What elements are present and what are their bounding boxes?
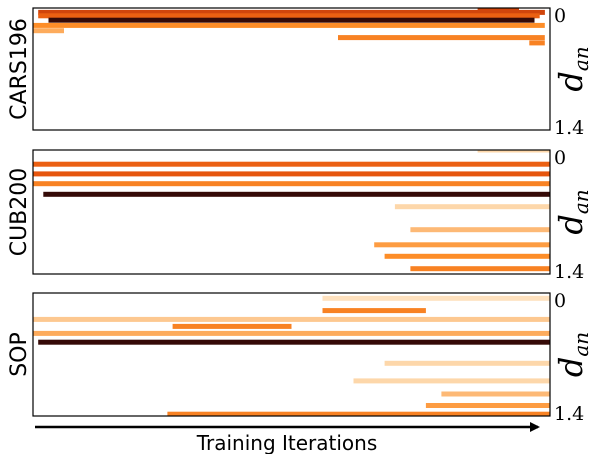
heatmap-band — [33, 171, 550, 177]
heatmap-band — [43, 191, 550, 197]
heatmap-bands — [33, 8, 545, 46]
heatmap-band — [394, 204, 550, 210]
panel-label: CUB200 — [7, 168, 32, 257]
heatmap-band — [338, 35, 545, 41]
panel-cars196: CARS196 0 1.4 dan — [7, 5, 592, 139]
panel-cub200: CUB200 0 1.4 dan — [7, 147, 592, 283]
heatmap-band — [477, 8, 519, 11]
y-tick-label: 1.4 — [554, 403, 584, 425]
y-axis-subscript: an — [569, 46, 592, 71]
x-axis-label: Training Iterations — [196, 431, 378, 454]
y-axis-variable: d — [552, 214, 590, 234]
y-tick-label: 0 — [554, 5, 566, 27]
y-tick-label: 0 — [554, 290, 566, 312]
heatmap-band — [33, 330, 550, 336]
heatmap-band — [38, 339, 550, 345]
y-axis-label: dan — [552, 46, 592, 91]
heatmap-band — [410, 227, 550, 233]
heatmap-band — [353, 378, 550, 384]
panel-label: SOP — [7, 332, 32, 377]
y-tick-label: 1.4 — [554, 117, 584, 139]
heatmap-band — [410, 266, 550, 272]
heatmap-band — [48, 17, 535, 23]
y-tick-label: 0 — [554, 147, 566, 169]
y-axis-label: dan — [552, 189, 592, 234]
panel-frame — [32, 292, 551, 417]
panel-sop: SOP 0 1.4 dan — [7, 290, 592, 425]
heatmap-band — [441, 391, 550, 397]
y-axis-subscript: an — [569, 189, 592, 214]
heatmap-band — [172, 323, 292, 329]
panel-frame — [32, 149, 551, 275]
y-axis-label: dan — [552, 332, 592, 377]
heatmap-band — [33, 28, 64, 34]
y-axis-variable: d — [552, 357, 590, 377]
heatmap-band — [33, 316, 550, 322]
y-axis-variable: d — [552, 71, 590, 91]
panel-frame — [32, 7, 551, 131]
heatmap-band — [384, 360, 550, 366]
heatmap-bands — [33, 150, 550, 272]
heatmap-band — [384, 253, 550, 259]
heatmap-band — [167, 411, 550, 416]
y-tick-label: 1.4 — [554, 261, 584, 283]
heatmap-band — [322, 308, 426, 314]
heatmap-band — [33, 22, 545, 28]
heatmap-band — [374, 242, 550, 248]
heatmap-band — [477, 150, 550, 153]
heatmap-band — [322, 295, 550, 301]
x-axis: Training Iterations — [35, 422, 540, 454]
heatmap-band — [38, 9, 545, 15]
heatmap-band — [425, 403, 550, 408]
y-axis-subscript: an — [569, 332, 592, 357]
heatmap-band — [529, 40, 545, 46]
heatmap-band — [33, 161, 550, 167]
heatmap-band — [33, 181, 550, 187]
panel-label: CARS196 — [7, 18, 32, 120]
heatmap-bands — [33, 295, 550, 416]
heatmap-band — [38, 13, 540, 19]
